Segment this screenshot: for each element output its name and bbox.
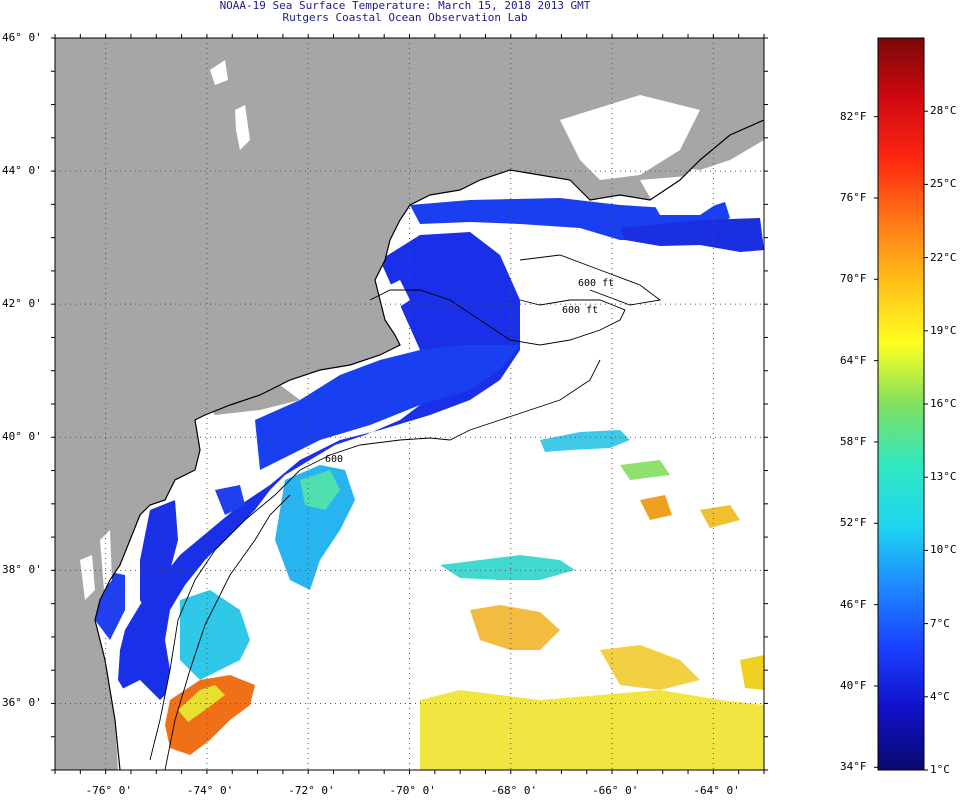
lon-tick-label: -70° 0' <box>389 784 436 797</box>
contour-label: 600 ft <box>578 278 614 289</box>
map-title: NOAA-19 Sea Surface Temperature: March 1… <box>219 0 591 12</box>
celsius-tick-label: 19°C <box>930 323 957 337</box>
fahrenheit-tick-label: 52°F <box>840 516 867 530</box>
lon-tick-label: -72° 0' <box>288 784 335 797</box>
lon-tick-label: -68° 0' <box>490 784 538 797</box>
celsius-tick-label: 22°C <box>930 250 957 264</box>
temperature-colorbar <box>877 37 925 771</box>
fahrenheit-tick-label: 34°F <box>840 760 867 774</box>
lat-tick-label: 42° 0' <box>2 297 42 311</box>
sst-warm-slope-water <box>180 430 630 680</box>
map-subtitle: Rutgers Coastal Ocean Observation Lab <box>282 11 528 24</box>
celsius-tick-label: 7°C <box>930 616 950 630</box>
bathymetry-contours <box>149 254 662 770</box>
celsius-tick-label: 28°C <box>930 104 957 118</box>
lon-tick-label: -74° 0' <box>186 784 234 797</box>
contour-label: 600 ft <box>562 305 598 316</box>
fahrenheit-tick-label: 58°F <box>840 434 867 448</box>
lat-tick-label: 44° 0' <box>2 164 42 178</box>
frame-ticks <box>51 34 768 774</box>
lat-tick-label: 38° 0' <box>2 563 42 577</box>
celsius-tick-label: 25°C <box>930 177 957 191</box>
lon-tick-label: -76° 0' <box>85 784 132 797</box>
lon-tick-label: -66° 0' <box>592 784 639 797</box>
fahrenheit-tick-label: 82°F <box>840 109 867 123</box>
fahrenheit-tick-label: 46°F <box>840 597 867 611</box>
lat-tick-label: 36° 0' <box>2 696 42 710</box>
celsius-tick-label: 13°C <box>930 470 957 484</box>
lat-tick-label: 40° 0' <box>2 430 42 444</box>
inland-water <box>80 60 730 725</box>
celsius-tick-label: 16°C <box>930 397 957 410</box>
celsius-tick-label: 10°C <box>930 543 957 557</box>
lat-tick-label: 46° 0' <box>2 31 42 44</box>
celsius-tick-label: 4°C <box>930 689 950 703</box>
fahrenheit-tick-label: 64°F <box>840 353 867 367</box>
colorbar-ticks <box>874 110 928 771</box>
sst-gulf-stream <box>165 460 764 770</box>
coastline <box>94 119 764 770</box>
graticule <box>55 38 764 770</box>
fahrenheit-tick-label: 70°F <box>840 272 867 286</box>
contour-label: 600 <box>325 454 343 465</box>
fahrenheit-tick-label: 40°F <box>840 678 867 692</box>
celsius-tick-label: 1°C <box>930 763 950 776</box>
lon-tick-label: -64° 0' <box>693 784 740 797</box>
fahrenheit-tick-label: 76°F <box>840 190 867 204</box>
